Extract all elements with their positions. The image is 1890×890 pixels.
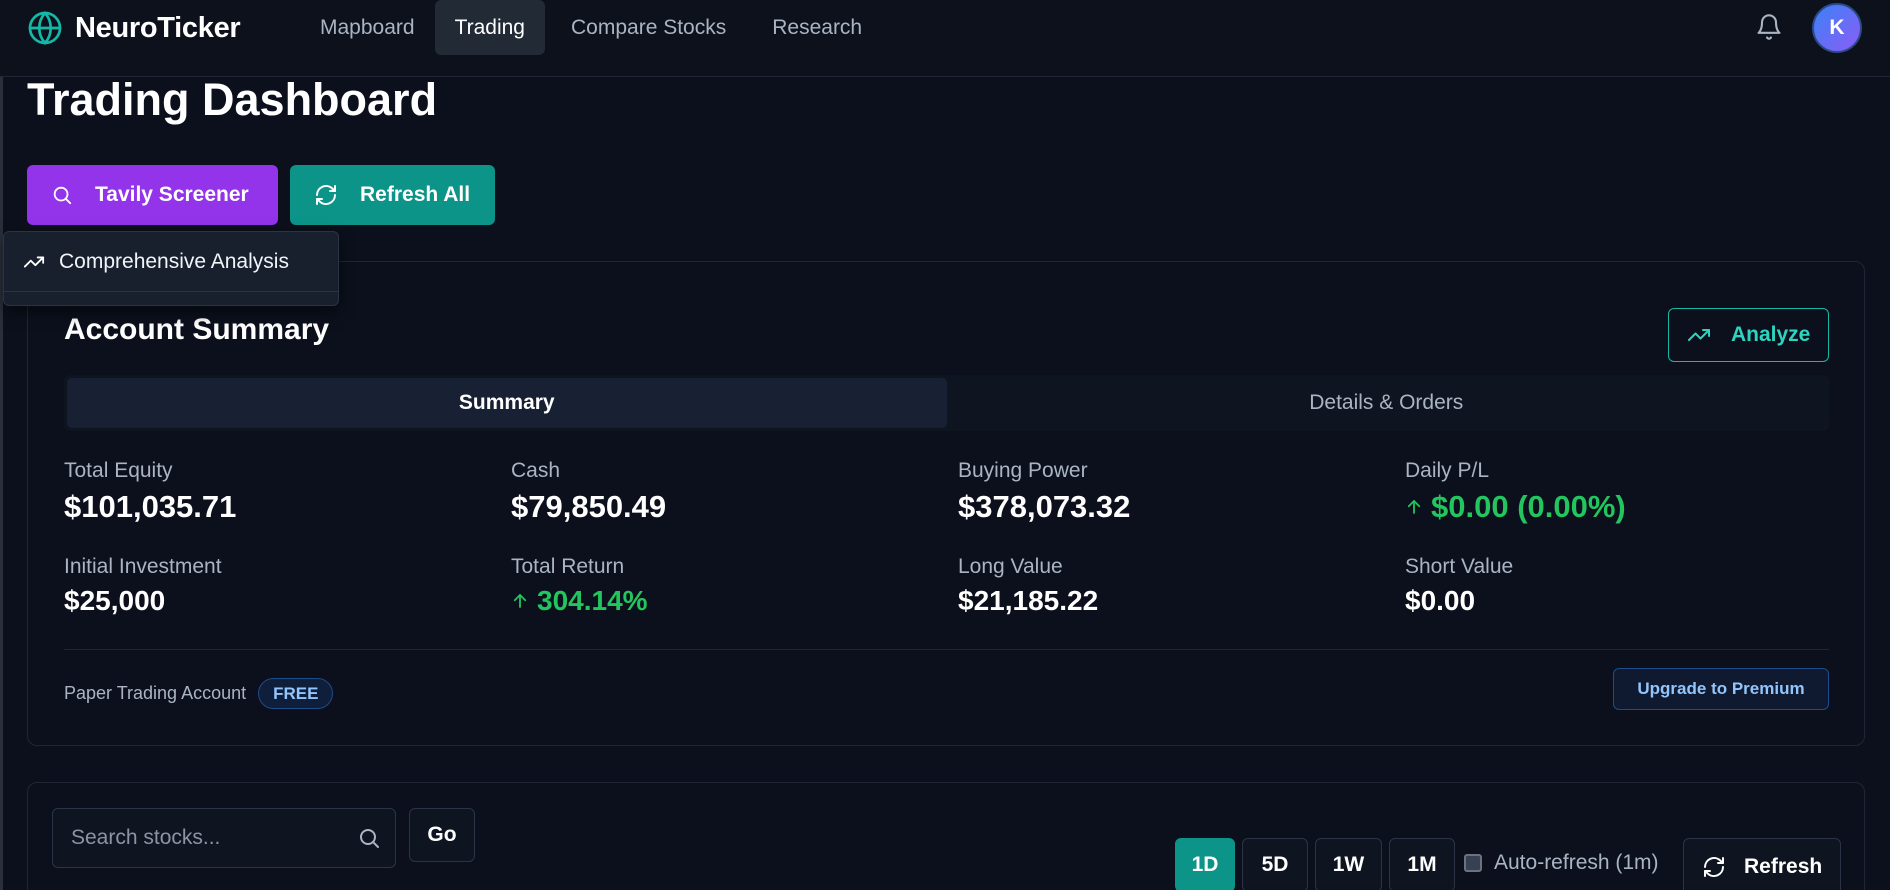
- search-box: [52, 808, 396, 868]
- stat-value: $25,000: [64, 585, 166, 616]
- stat-value: $79,850.49: [511, 489, 667, 524]
- stat-short-value: Short Value $0.00: [1405, 555, 1825, 617]
- stat-buying-power: Buying Power $378,073.32: [958, 459, 1378, 525]
- window-edge: [0, 0, 3, 890]
- globe-logo-icon: [28, 10, 62, 46]
- stat-label: Total Equity: [64, 459, 173, 482]
- stat-label: Daily P/L: [1405, 459, 1490, 482]
- account-summary-title: Account Summary: [64, 313, 330, 346]
- comprehensive-analysis-item[interactable]: Comprehensive Analysis: [4, 232, 338, 292]
- go-button[interactable]: Go: [409, 808, 475, 862]
- trending-up-icon: [23, 256, 45, 267]
- nav-mapboard[interactable]: Mapboard: [320, 15, 415, 39]
- comprehensive-analysis-label: Comprehensive Analysis: [59, 249, 289, 273]
- stat-label: Short Value: [1405, 555, 1514, 578]
- stat-long-value: Long Value $21,185.22: [958, 555, 1378, 617]
- market-panel: Go 1D 5D 1W 1M Auto-refresh (1m) Refresh: [27, 782, 1865, 890]
- tavily-screener-button[interactable]: Tavily Screener: [27, 165, 278, 225]
- stat-label: Cash: [511, 459, 561, 482]
- nav-trading[interactable]: Trading: [434, 0, 545, 55]
- account-type-row: Paper Trading Account FREE: [64, 678, 334, 709]
- stat-daily-pl: Daily P/L $0.00 (0.00%): [1405, 459, 1825, 525]
- account-summary-card: Account Summary Analyze Summary Details …: [27, 261, 1865, 746]
- search-icon: [53, 186, 72, 205]
- account-type-label: Paper Trading Account: [64, 683, 247, 703]
- refresh-button[interactable]: Refresh: [1683, 838, 1841, 890]
- stat-value: $0.00: [1405, 585, 1476, 616]
- top-navbar: NeuroTicker Mapboard Trading Compare Sto…: [0, 0, 1890, 77]
- range-1d[interactable]: 1D: [1175, 838, 1235, 890]
- refresh-label: Refresh: [1744, 855, 1823, 878]
- range-1w[interactable]: 1W: [1315, 838, 1382, 890]
- range-1m[interactable]: 1M: [1389, 838, 1455, 890]
- stat-label: Long Value: [958, 555, 1063, 578]
- tab-details-orders[interactable]: Details & Orders: [1309, 391, 1464, 414]
- refresh-icon: [1704, 857, 1724, 877]
- stat-label: Initial Investment: [64, 555, 222, 578]
- stat-initial-investment: Initial Investment $25,000: [64, 555, 484, 617]
- analyze-label: Analyze: [1731, 323, 1811, 346]
- total-return-value: 304.14%: [537, 585, 648, 616]
- plan-badge: FREE: [258, 678, 334, 709]
- auto-refresh-toggle[interactable]: Auto-refresh (1m): [1464, 851, 1659, 875]
- nav-research[interactable]: Research: [772, 15, 863, 39]
- brand[interactable]: NeuroTicker: [27, 10, 241, 46]
- arrow-up-icon: [1407, 500, 1421, 514]
- arrow-up-icon: [513, 594, 527, 608]
- stat-total-return: Total Return 304.14%: [511, 555, 931, 617]
- stat-total-equity: Total Equity $101,035.71: [64, 459, 484, 525]
- range-5d[interactable]: 5D: [1242, 838, 1308, 890]
- screener-dropdown: Comprehensive Analysis: [3, 231, 339, 306]
- stat-cash: Cash $79,850.49: [511, 459, 931, 525]
- refresh-all-button[interactable]: Refresh All: [290, 165, 495, 225]
- trending-up-icon: [1688, 329, 1710, 341]
- search-icon[interactable]: [357, 826, 381, 850]
- stat-value: $101,035.71: [64, 489, 237, 524]
- upgrade-premium-button[interactable]: Upgrade to Premium: [1613, 668, 1829, 710]
- divider: [64, 649, 1829, 650]
- user-avatar[interactable]: K: [1812, 3, 1862, 53]
- refresh-icon: [316, 185, 336, 205]
- auto-refresh-checkbox[interactable]: [1464, 854, 1482, 872]
- nav-compare-stocks[interactable]: Compare Stocks: [571, 15, 727, 39]
- daily-pl-value: $0.00 (0.00%): [1431, 489, 1626, 524]
- stat-value: $21,185.22: [958, 585, 1099, 616]
- stat-value: $378,073.32: [958, 489, 1131, 524]
- auto-refresh-label: Auto-refresh (1m): [1494, 851, 1659, 874]
- account-tabs: Summary Details & Orders: [64, 375, 1829, 431]
- page-title: Trading Dashboard: [27, 74, 438, 125]
- stat-value-total-return: 304.14%: [511, 585, 931, 617]
- main-nav: Mapboard Trading Compare Stocks Research: [300, 0, 882, 55]
- analyze-button[interactable]: Analyze: [1668, 308, 1829, 362]
- refresh-all-label: Refresh All: [360, 183, 471, 206]
- brand-name: NeuroTicker: [75, 11, 241, 44]
- stat-label: Total Return: [511, 555, 625, 578]
- bell-icon[interactable]: [1755, 13, 1783, 41]
- search-input[interactable]: [71, 826, 357, 850]
- stat-label: Buying Power: [958, 459, 1088, 482]
- tavily-screener-label: Tavily Screener: [95, 183, 249, 206]
- stat-value-daily-pl: $0.00 (0.00%): [1405, 489, 1825, 525]
- tab-summary[interactable]: Summary: [67, 378, 947, 428]
